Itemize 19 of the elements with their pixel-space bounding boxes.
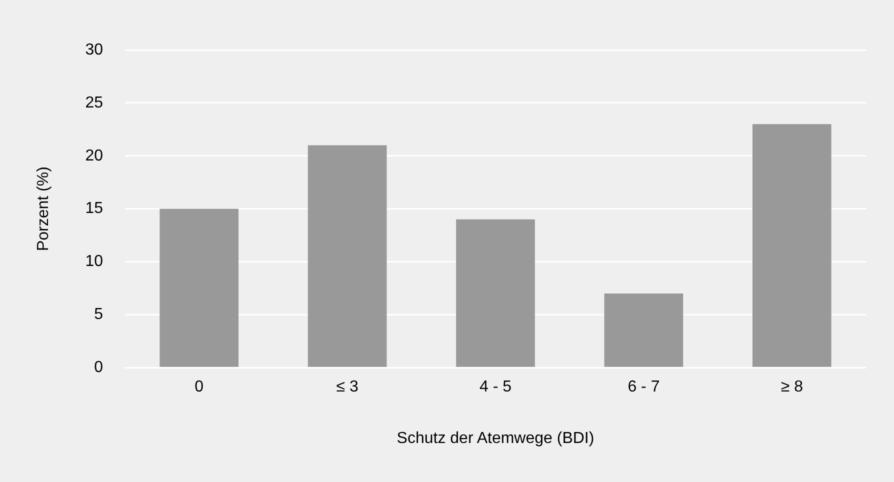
x-tick-label: 0 <box>194 378 204 396</box>
y-axis-title: Porzent (%) <box>35 166 52 252</box>
y-tick-label: 0 <box>94 359 104 376</box>
x-tick-label: 4 - 5 <box>479 378 512 396</box>
y-tick-label: 10 <box>85 253 104 270</box>
x-tick-label: ≥ 8 <box>780 378 804 396</box>
y-tick-label: 20 <box>85 147 104 164</box>
x-tick-label: 6 - 7 <box>628 378 660 396</box>
bar <box>752 124 832 367</box>
bar <box>308 145 387 367</box>
bar <box>604 293 684 367</box>
bar <box>160 208 239 367</box>
x-axis-title: Schutz der Atemwege (BDI) <box>396 430 594 447</box>
y-tick-label: 15 <box>85 200 104 218</box>
y-tick-label: 25 <box>85 94 104 112</box>
x-tick-label: ≤ 3 <box>336 378 358 396</box>
bar <box>456 219 535 367</box>
y-tick-label: 5 <box>94 306 104 324</box>
y-tick-label: 30 <box>85 41 104 58</box>
